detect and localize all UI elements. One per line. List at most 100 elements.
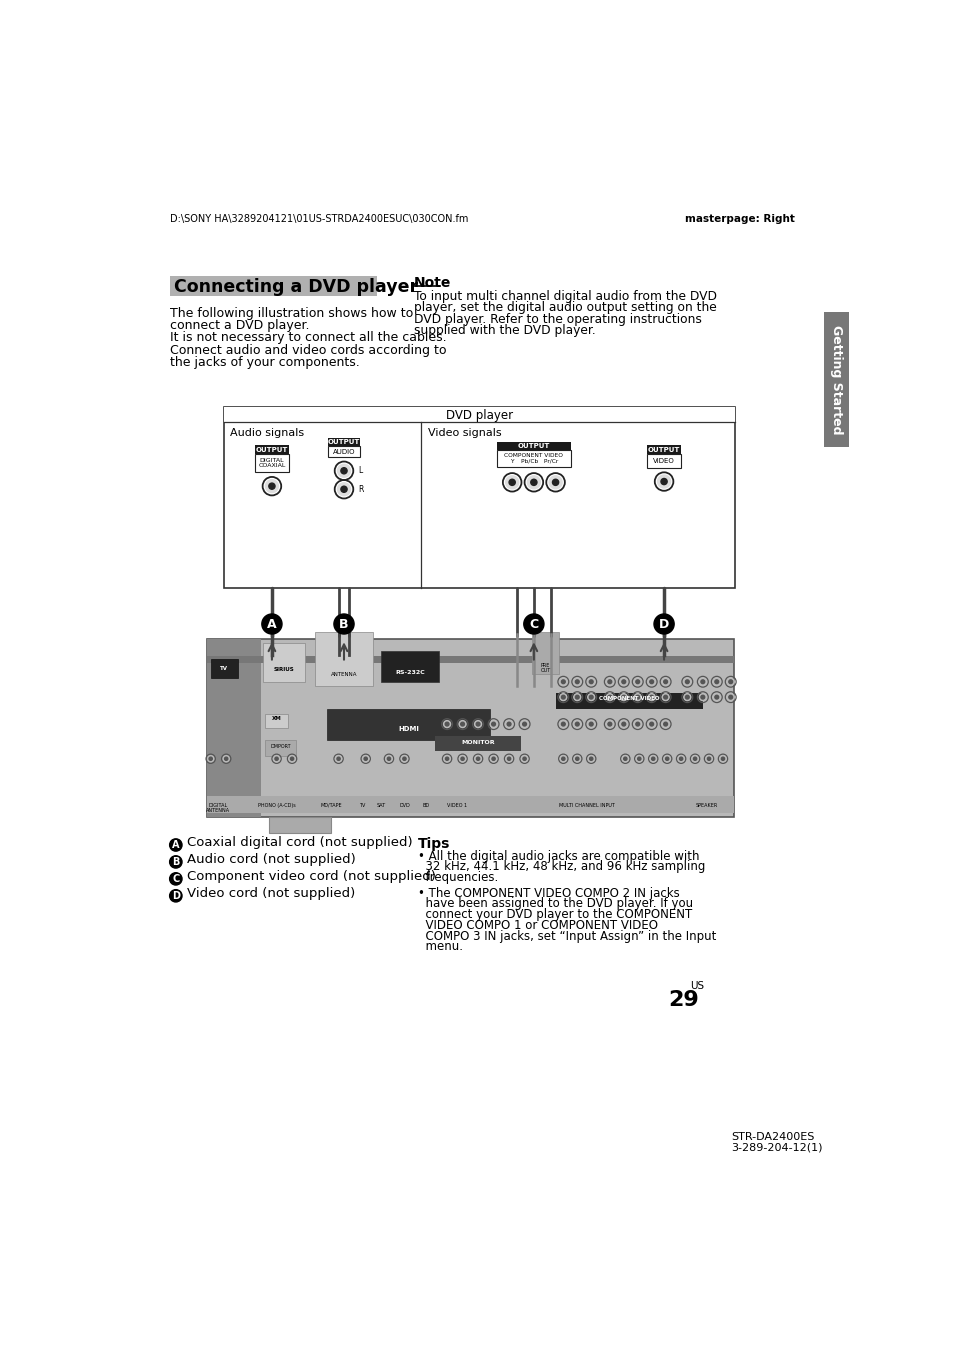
Circle shape xyxy=(476,757,479,760)
Bar xyxy=(207,640,261,817)
Circle shape xyxy=(651,757,654,760)
Text: L: L xyxy=(357,466,362,475)
Text: COMPONENT VIDEO: COMPONENT VIDEO xyxy=(598,697,659,702)
Circle shape xyxy=(619,694,627,701)
Circle shape xyxy=(522,722,526,726)
Circle shape xyxy=(507,757,510,760)
Text: To input multi channel digital audio from the DVD: To input multi channel digital audio fro… xyxy=(414,290,716,302)
Text: supplied with the DVD player.: supplied with the DVD player. xyxy=(414,324,595,338)
Bar xyxy=(207,640,733,817)
Text: DVD player: DVD player xyxy=(446,409,513,423)
Circle shape xyxy=(530,479,537,486)
Circle shape xyxy=(660,478,666,485)
Circle shape xyxy=(560,722,564,726)
Bar xyxy=(170,275,377,296)
Text: 29: 29 xyxy=(667,990,698,1010)
Circle shape xyxy=(507,757,510,760)
Circle shape xyxy=(402,757,406,760)
Text: XM: XM xyxy=(272,717,281,721)
Circle shape xyxy=(714,680,718,683)
Circle shape xyxy=(621,695,625,699)
Bar xyxy=(328,437,360,446)
Text: OUTPUT: OUTPUT xyxy=(328,439,360,446)
Circle shape xyxy=(714,695,718,699)
Bar xyxy=(265,740,295,756)
Circle shape xyxy=(728,695,732,699)
Circle shape xyxy=(561,757,564,760)
Circle shape xyxy=(621,695,625,699)
Text: player, set the digital audio output setting on the: player, set the digital audio output set… xyxy=(414,301,716,315)
Circle shape xyxy=(663,722,667,726)
Circle shape xyxy=(476,722,479,726)
Circle shape xyxy=(575,680,578,683)
Circle shape xyxy=(458,721,466,728)
Text: D:\SONY HA\3289204121\01US-STRDA2400ESUC\030CON.fm: D:\SONY HA\3289204121\01US-STRDA2400ESUC… xyxy=(170,215,468,224)
Circle shape xyxy=(607,680,611,683)
Circle shape xyxy=(636,756,641,761)
Circle shape xyxy=(522,757,526,760)
Circle shape xyxy=(269,483,274,489)
Circle shape xyxy=(728,680,732,683)
Circle shape xyxy=(401,756,407,761)
Text: DVD player. Refer to the operating instructions: DVD player. Refer to the operating instr… xyxy=(414,313,700,325)
Circle shape xyxy=(607,695,611,699)
Circle shape xyxy=(635,680,639,683)
Circle shape xyxy=(634,678,640,686)
Circle shape xyxy=(635,722,639,726)
Circle shape xyxy=(274,757,278,760)
Circle shape xyxy=(505,475,518,489)
Circle shape xyxy=(223,756,229,761)
Circle shape xyxy=(274,757,278,760)
Circle shape xyxy=(619,721,627,728)
Circle shape xyxy=(575,722,578,726)
Circle shape xyxy=(621,680,625,683)
Circle shape xyxy=(460,757,464,760)
Circle shape xyxy=(290,757,294,760)
Circle shape xyxy=(521,756,527,761)
Text: HDMI: HDMI xyxy=(397,726,418,733)
Circle shape xyxy=(589,757,592,760)
Text: 3-289-204-12(1): 3-289-204-12(1) xyxy=(731,1142,822,1152)
Bar xyxy=(224,406,735,587)
Circle shape xyxy=(559,756,566,761)
Circle shape xyxy=(443,756,450,761)
Text: Connect audio and video cords according to: Connect audio and video cords according … xyxy=(170,344,446,356)
Circle shape xyxy=(575,722,578,726)
Text: PRE
OUT: PRE OUT xyxy=(539,663,550,674)
Circle shape xyxy=(663,695,667,699)
Circle shape xyxy=(170,872,182,886)
Circle shape xyxy=(460,757,464,760)
Circle shape xyxy=(587,678,594,686)
Circle shape xyxy=(335,756,341,761)
Circle shape xyxy=(387,757,390,760)
Circle shape xyxy=(691,756,698,761)
Circle shape xyxy=(647,678,655,686)
Circle shape xyxy=(635,680,639,683)
Text: DIGITAL
COAXIAL: DIGITAL COAXIAL xyxy=(258,458,285,468)
Circle shape xyxy=(443,721,450,728)
Circle shape xyxy=(459,756,465,761)
Text: TV: TV xyxy=(358,803,365,807)
Text: TV: TV xyxy=(219,666,228,671)
Text: SIRIUS: SIRIUS xyxy=(273,667,294,672)
Circle shape xyxy=(261,614,282,634)
Circle shape xyxy=(707,757,710,760)
Text: Connecting a DVD player: Connecting a DVD player xyxy=(174,278,418,296)
Circle shape xyxy=(507,722,511,726)
Circle shape xyxy=(573,694,580,701)
Text: OUTPUT: OUTPUT xyxy=(517,443,550,448)
Text: connect your DVD player to the COMPONENT: connect your DVD player to the COMPONENT xyxy=(417,909,691,921)
Circle shape xyxy=(665,757,668,760)
Text: MD/TAPE: MD/TAPE xyxy=(319,803,341,807)
Bar xyxy=(269,817,331,833)
Circle shape xyxy=(720,757,724,760)
Text: COMPONENT VIDEO
Y    Pb/Cb   Pr/Cr: COMPONENT VIDEO Y Pb/Cb Pr/Cr xyxy=(504,454,562,464)
Circle shape xyxy=(340,467,347,474)
Circle shape xyxy=(445,722,449,726)
Circle shape xyxy=(290,757,294,760)
Circle shape xyxy=(336,757,340,760)
Circle shape xyxy=(728,695,732,699)
Circle shape xyxy=(587,694,594,701)
Circle shape xyxy=(559,694,566,701)
Text: Video cord (not supplied): Video cord (not supplied) xyxy=(187,887,355,900)
